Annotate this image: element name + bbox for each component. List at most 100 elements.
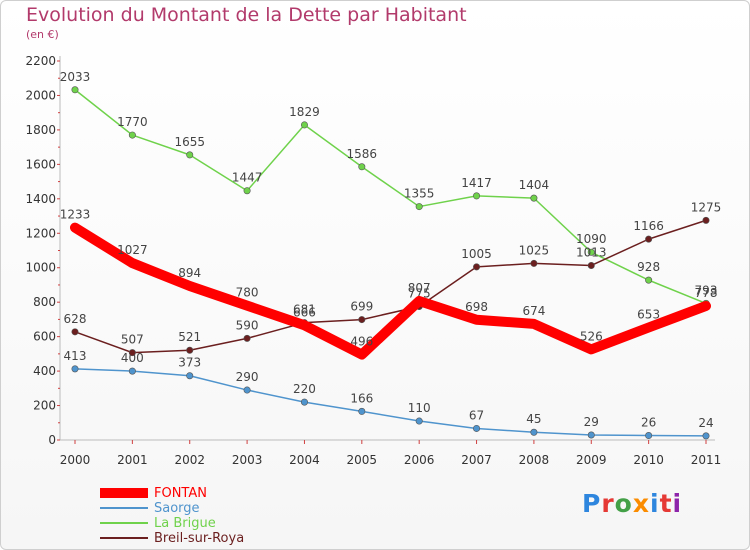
x-tick-label: 2001 [117,453,148,467]
data-label: 373 [178,356,201,370]
y-tick-label: 1200 [25,226,56,240]
y-tick-label: 400 [33,364,56,378]
data-label: 29 [584,415,599,429]
data-point [358,407,366,415]
logo-letter: P [582,489,602,518]
data-label: 1447 [232,171,263,185]
data-label: 778 [695,286,718,300]
data-label: 628 [64,312,87,326]
data-point [71,86,79,94]
y-tick-label: 2200 [25,54,56,68]
data-label: 699 [350,300,373,314]
data-label: 1005 [461,247,492,261]
data-label: 526 [580,329,603,343]
logo-letter: x [632,489,650,518]
data-point [71,365,79,373]
y-tick-label: 2000 [25,88,56,102]
data-label: 894 [178,266,201,280]
proxiti-logo: Proxiti [582,489,682,518]
y-tick-label: 200 [33,399,56,413]
y-tick-label: 1800 [25,123,56,137]
data-point [587,431,595,439]
x-tick-label: 2005 [347,453,378,467]
y-tick-label: 600 [33,330,56,344]
x-tick-label: 2003 [232,453,263,467]
data-point [243,187,251,195]
data-label: 1417 [461,176,492,190]
legend-label: Saorge [154,501,200,516]
data-label: 1027 [117,243,148,257]
y-tick-label: 800 [33,295,56,309]
legend-item: Saorge [100,501,320,516]
logo-letter: t [659,489,673,518]
x-tick-label: 2006 [404,453,435,467]
data-point [530,428,538,436]
data-label: 807 [408,281,431,295]
y-tick-label: 1400 [25,192,56,206]
data-point [358,316,366,324]
data-label: 1090 [576,232,607,246]
data-point [702,432,710,440]
y-tick-label: 1600 [25,157,56,171]
x-tick-label: 2000 [60,453,91,467]
data-point [473,263,481,271]
data-point [702,216,710,224]
logo-letter: r [601,489,615,518]
x-tick-label: 2010 [633,453,664,467]
series-line-breil-sur-roya [74,219,707,354]
x-tick-label: 2009 [576,453,607,467]
data-point [186,151,194,159]
data-point [243,334,251,342]
data-point [645,276,653,284]
series-line-saorge [74,368,707,437]
data-label: 496 [350,335,373,349]
series-line-la-brigue [74,89,707,305]
data-point [300,121,308,129]
legend-item: La Brigue [100,516,320,531]
legend-swatch [100,507,148,509]
legend-item: FONTAN [100,486,320,501]
data-label: 1770 [117,115,148,129]
data-point [530,194,538,202]
data-label: 780 [236,286,259,300]
data-label: 775 [408,286,431,300]
data-point [186,346,194,354]
legend-swatch [100,488,148,498]
data-label: 1655 [174,135,205,149]
data-label: 413 [64,349,87,363]
legend-label: FONTAN [154,486,207,501]
data-label: 110 [408,401,431,415]
data-label: 1275 [691,200,722,214]
data-point [71,328,79,336]
data-point [645,432,653,440]
legend-label: Breil-sur-Roya [154,531,245,546]
data-point [587,261,595,269]
logo-letter: i [650,489,660,518]
logo-letter: i [672,489,683,518]
data-label: 1013 [576,245,607,259]
x-tick-label: 2002 [174,453,205,467]
data-point [186,372,194,380]
x-tick-label: 2007 [461,453,492,467]
data-label: 166 [350,391,373,405]
data-point [473,424,481,432]
data-point [243,386,251,394]
data-label: 928 [637,260,660,274]
data-label: 507 [121,333,144,347]
data-point [415,417,423,425]
data-label: 1233 [60,208,91,222]
data-label: 681 [293,303,316,317]
data-label: 590 [236,318,259,332]
data-label: 1025 [519,243,550,257]
data-point [530,259,538,267]
data-label: 45 [526,412,541,426]
chart-subtitle: (en €) [26,28,59,41]
series-line-fontan [70,222,711,360]
data-label: 653 [637,308,660,322]
data-label: 1404 [519,178,550,192]
data-label: 290 [236,370,259,384]
data-point [645,235,653,243]
data-label: 793 [695,283,718,297]
legend-label: La Brigue [154,516,216,531]
